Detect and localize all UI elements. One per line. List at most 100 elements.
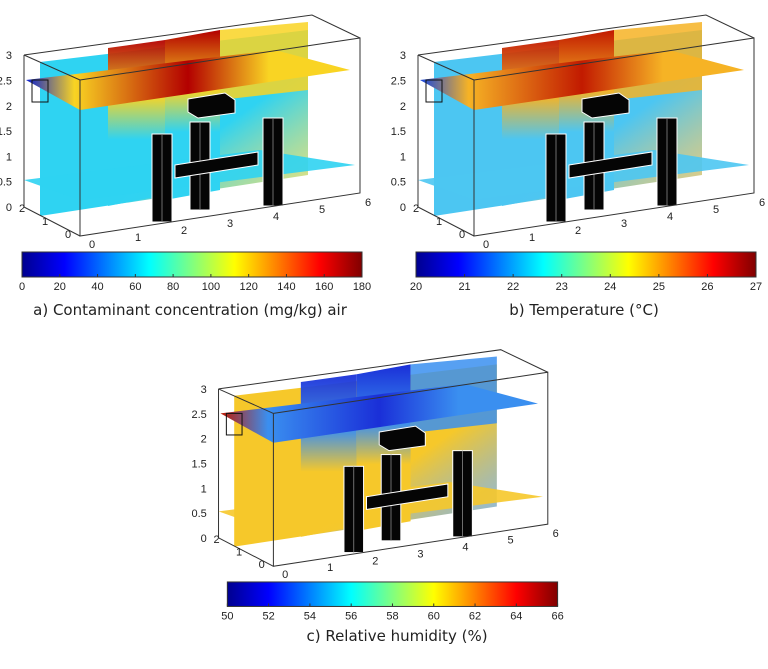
colorbar-tick-label: 140 [277,281,295,293]
x-tick-label: 4 [667,211,673,223]
z-tick-label: 0 [400,202,406,214]
colorbar-tick-label: 160 [315,281,333,293]
x-tick-label: 4 [462,542,468,554]
colorbar-tick-label: 62 [469,610,481,622]
z-tick-label: 2 [6,101,12,113]
colorbar-tick-label: 100 [202,281,220,293]
z-tick-label: 3 [400,50,406,62]
colorbar-tick-label: 60 [129,281,141,293]
z-tick-label: 1 [400,151,406,163]
x-tick-label: 2 [575,225,581,237]
caption-b: b) Temperature (°C) [509,301,659,319]
z-tick-label: 2.5 [0,76,12,88]
y-tick-label: 0 [259,559,265,571]
y-tick-label: 0 [459,229,465,241]
z-tick-label: 2.5 [191,409,206,421]
z-tick-label: 0.5 [0,177,12,189]
colorbar-tick-label: 21 [458,281,470,293]
y-tick-label: 0 [65,229,71,241]
colorbar-tick-label: 22 [507,281,519,293]
colorbar [21,251,363,278]
x-tick-label: 1 [327,562,333,574]
z-tick-label: 1 [201,483,207,495]
horizontal-slice-upper [220,384,539,443]
x-tick-label: 6 [759,197,765,209]
x-tick-label: 2 [372,555,378,567]
x-tick-label: 3 [621,218,627,230]
top-box [187,92,236,119]
colorbar-tick-label: 20 [54,281,66,293]
z-tick-label: 1 [6,151,12,163]
colorbar-tick-label: 20 [410,281,422,293]
x-tick-label: 5 [319,204,325,216]
x-tick-label: 3 [227,218,233,230]
z-tick-label: 3 [6,50,12,62]
x-tick-label: 5 [713,204,719,216]
z-tick-label: 0 [201,533,207,545]
box-edge [218,349,549,390]
x-tick-label: 6 [553,528,559,540]
panel-a: 00.511.522.53012012345602040608010012014… [0,14,371,293]
horizontal-beam [366,483,449,511]
z-tick-label: 2 [400,101,406,113]
colorbar-tick-label: 26 [701,281,713,293]
x-tick-label: 5 [507,535,513,547]
colorbar-tick-label: 52 [262,610,274,622]
x-tick-label: 0 [89,239,95,251]
y-tick-label: 1 [42,216,48,228]
colorbar-tick-label: 50 [221,610,233,622]
x-tick-label: 0 [282,569,288,581]
caption-a: a) Contaminant concentration (mg/kg) air [33,301,347,319]
colorbar-tick-label: 64 [510,610,522,622]
colorbar-tick-label: 56 [345,610,357,622]
colorbar-tick-label: 25 [653,281,665,293]
top-box [378,425,426,452]
colorbar-tick-label: 80 [167,281,179,293]
y-tick-label: 2 [213,534,219,546]
inlet-outline [225,412,243,436]
z-tick-label: 1.5 [391,126,406,138]
inlet-outline [425,79,443,103]
box-edge-front [79,37,361,237]
z-tick-label: 2 [201,434,207,446]
x-tick-label: 6 [365,197,371,209]
box-edge-front [272,371,549,567]
colorbar-tick-label: 40 [91,281,103,293]
y-tick-label: 2 [19,203,25,215]
x-tick-label: 1 [529,232,535,244]
box-edge-front [473,37,755,237]
x-tick-label: 0 [483,239,489,251]
box-edge [23,14,361,56]
colorbar-tick-label: 27 [750,281,762,293]
inlet-outline [31,79,49,103]
caption-c: c) Relative humidity (%) [306,627,488,645]
horizontal-slice-upper [26,50,350,110]
top-box [581,92,630,119]
x-tick-label: 1 [135,232,141,244]
colorbar-tick-label: 58 [386,610,398,622]
x-tick-label: 2 [181,225,187,237]
z-tick-label: 2.5 [391,76,406,88]
z-tick-label: 0 [6,202,12,214]
y-tick-label: 1 [236,547,242,559]
colorbar-tick-label: 0 [19,281,25,293]
y-tick-label: 1 [436,216,442,228]
horizontal-beam [568,151,653,179]
colorbar-tick-label: 120 [239,281,257,293]
colorbar-tick-label: 60 [428,610,440,622]
colorbar [226,581,559,607]
z-tick-label: 0.5 [391,177,406,189]
colorbar-tick-label: 24 [604,281,616,293]
horizontal-beam [174,151,259,179]
colorbar-tick-label: 180 [353,281,371,293]
z-tick-label: 3 [201,384,207,396]
colorbar-tick-label: 66 [551,610,563,622]
z-tick-label: 1.5 [0,126,12,138]
x-tick-label: 4 [273,211,279,223]
colorbar-tick-label: 54 [304,610,316,622]
y-tick-label: 2 [413,203,419,215]
